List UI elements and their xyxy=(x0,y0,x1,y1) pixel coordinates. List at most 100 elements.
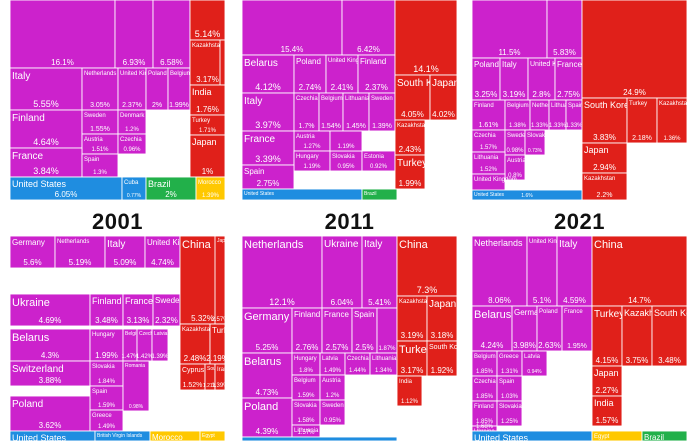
treemap-cell-france: France 1.95% xyxy=(561,305,593,352)
treemap-cell-value: 0.77% xyxy=(127,193,142,199)
treemap-cell-value: 3.75% xyxy=(626,356,649,365)
treemap-cell-value: 2.57% xyxy=(326,343,349,352)
treemap-cell-name: Czechia xyxy=(296,96,318,102)
treemap-rect xyxy=(394,0,457,76)
treemap-cell-name: Kazakhstan xyxy=(624,308,671,318)
treemap-rect xyxy=(325,54,359,94)
treemap-cell-value: 4.39% xyxy=(256,427,279,436)
treemap-cell-value: 4.59% xyxy=(563,296,586,305)
treemap-cell-india: India 1.12% xyxy=(396,375,423,407)
treemap-svg-bottom-right: Netherlands 8.06% United Kingdom 5.1% Italy 4… xyxy=(472,236,687,441)
treemap-cell-morocco: Morocco xyxy=(149,430,201,441)
treemap-cell-value: 3.19% xyxy=(401,331,424,340)
treemap-rect xyxy=(426,295,457,342)
treemap-cell-value: 1.38% xyxy=(509,123,527,129)
treemap-cell-united-kingdom: United Kingdom 2.41% xyxy=(325,54,371,94)
treemap-cell-value: 5.83% xyxy=(553,48,576,57)
treemap-cell-name: United States xyxy=(12,179,67,189)
treemap-rect xyxy=(521,350,548,377)
treemap-cell-value: 2.63% xyxy=(538,341,561,350)
treemap-cell-italy: Italy 5.09% xyxy=(104,236,146,269)
treemap-cell-value: 0.95% xyxy=(337,164,355,170)
treemap-cell-latvia: Latvia 1.49% xyxy=(319,352,346,376)
treemap-cell-name: British Virgin Islands xyxy=(97,433,143,439)
treemap-cell-belgium: Belgium 1.59% xyxy=(291,374,321,401)
treemap-cell-value: 5.09% xyxy=(114,258,137,267)
treemap-cell-value: 3.05% xyxy=(90,102,110,109)
treemap-cell-value: 1.39% xyxy=(211,383,225,389)
treemap-cell-value: 0.98% xyxy=(506,148,524,154)
treemap-cell-value: 1.49% xyxy=(324,368,342,374)
treemap-cell-name: Finland xyxy=(294,310,320,319)
treemap-cell-name: Belgium xyxy=(474,354,496,360)
treemap-cell-value: 2.57% xyxy=(211,317,225,323)
treemap-cell-finland: Finland 2.37% xyxy=(357,54,396,94)
treemap-cell-name: United States xyxy=(12,433,67,441)
treemap-cell-value: 1.85% xyxy=(476,369,494,375)
treemap-cell-value: 3.25% xyxy=(475,90,498,99)
treemap-cell-name: Hungary xyxy=(294,356,317,362)
treemap-cell-name: United Kingdom xyxy=(147,238,204,247)
treemap-cell-value: 1.39% xyxy=(372,123,392,130)
treemap-cell-15-4: 15.4% xyxy=(242,0,343,56)
treemap-cell-value: 1.54% xyxy=(321,123,341,130)
treemap-cell-name: Greece xyxy=(92,413,112,419)
treemap-cell-5-14: 5.14% xyxy=(189,0,225,41)
treemap-cell-name: India xyxy=(399,379,413,385)
treemap-cell-name: Austria xyxy=(296,134,315,140)
treemap-cell-value: 5.55% xyxy=(33,99,59,109)
treemap-cell-value: 6.93% xyxy=(123,58,146,67)
treemap-cell-united-states: United States xyxy=(472,430,593,441)
treemap-cell-south-korea: South Korea 3.83% xyxy=(581,97,634,144)
treemap-cell-value: 1.25% xyxy=(501,419,519,425)
treemap-cell-name: United Kingdom xyxy=(328,58,371,64)
treemap-cell-value: 1.87% xyxy=(378,346,396,352)
treemap-cell-name: Italy xyxy=(244,96,262,107)
treemap-cell-value: 1.45% xyxy=(346,123,366,130)
treemap-cell-united-kingdom: United Kingdom 2.37% xyxy=(117,67,163,111)
treemap-cell-value: 15.4% xyxy=(281,45,304,54)
treemap-cell-name: Turkey xyxy=(212,326,225,335)
treemap-cell-value: 2% xyxy=(165,190,177,199)
treemap-svg-2011: 15.4% 6.42%Belarus4.12%Poland2.74%United … xyxy=(242,0,457,200)
treemap-cell-latvia: Latvia 1.39% xyxy=(151,328,169,362)
treemap-cell-16-1: 16.1% xyxy=(10,0,116,69)
treemap-cell-5-83: 5.83% xyxy=(546,0,583,59)
treemap-rect xyxy=(496,400,523,427)
treemap-cell-finland: Finland 4.64% xyxy=(10,109,83,149)
treemap-cell-name: Belarus xyxy=(474,309,512,321)
treemap-cell-value: 1.2% xyxy=(125,127,139,133)
treemap-cell-value: 2.74% xyxy=(299,83,322,92)
treemap-cell-value: 3.39% xyxy=(255,154,281,164)
treemap-rect xyxy=(291,399,321,426)
treemap-cell-value: 1.7% xyxy=(299,123,315,130)
treemap-rect xyxy=(591,236,687,307)
treemap-cell-france: France 2.57% xyxy=(321,307,353,354)
treemap-panel-1: 16.1% 6.93% 6.58% Italy 5.55% Netherlands 3.05… xyxy=(10,0,225,200)
treemap-cell-name: Czechia xyxy=(474,379,496,385)
treemap-cell-czechia: Czechia 1.85% xyxy=(472,375,498,402)
treemap-cell-value: 1.33% xyxy=(531,123,549,129)
treemap-cell-hungary: Hungary 1.19% xyxy=(293,150,331,172)
treemap-cell-value: 2.75% xyxy=(557,90,580,99)
treemap-cell-slovakia: Slovakia 1.25% xyxy=(496,400,523,427)
treemap-cell-spain: Spain 2.75% xyxy=(242,164,295,190)
treemap-cell-name: Lithuania xyxy=(372,356,397,362)
treemap-cell-belgium: Belgium 1.85% xyxy=(472,350,498,377)
treemap-cell-value: 5.41% xyxy=(368,298,391,307)
treemap-rect xyxy=(527,57,556,101)
treemap-cell-value: 4.73% xyxy=(256,388,279,397)
treemap-cell-united-kingdom: United Kingdom 4.74% xyxy=(144,236,204,269)
treemap-cell-france: France 3.39% xyxy=(242,130,295,166)
treemap-cell-name: Cyprus xyxy=(182,367,205,374)
treemap-cell-name: Belarus xyxy=(12,332,50,344)
treemap-svg-bottom-left: Germany 5.6% Netherlands 5.19% Italy 5.09% Uni… xyxy=(10,236,225,441)
treemap-cell-value: 1.55% xyxy=(90,126,110,133)
treemap-cell-value: 2.76% xyxy=(296,343,319,352)
treemap-rect xyxy=(242,92,295,132)
treemap-cell-value: 2.19% xyxy=(206,354,225,363)
treemap-cell-name: Italy xyxy=(559,239,577,250)
treemap-cell-value: 1.49% xyxy=(98,424,116,430)
treemap-cell-value: 0.94% xyxy=(527,369,542,375)
